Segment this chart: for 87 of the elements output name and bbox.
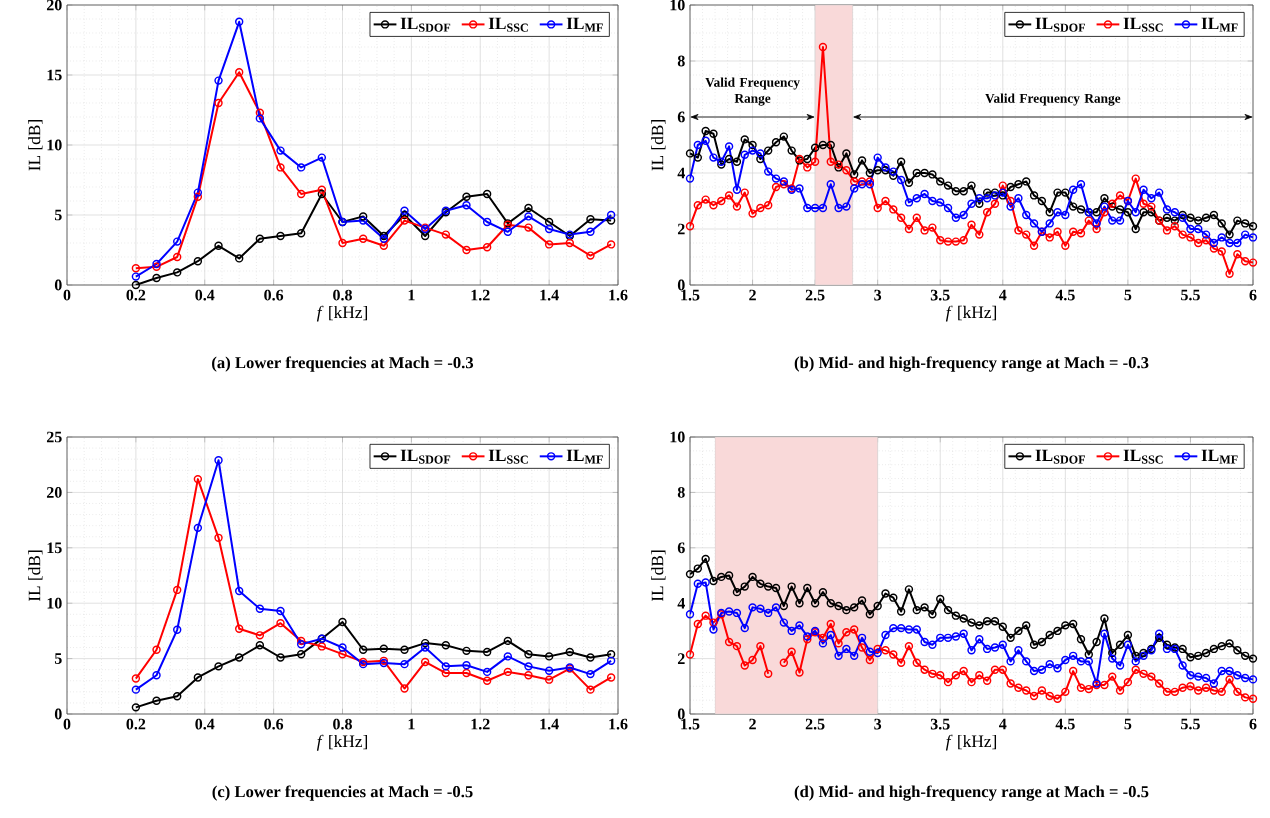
x-tick-label: 0 [63, 718, 71, 730]
y-tick-label: 4 [677, 597, 685, 609]
x-tick-label: 2.5 [805, 289, 825, 301]
x-tick-label: 1.2 [471, 289, 490, 301]
x-tick-label: 5.5 [1181, 289, 1200, 301]
text: (a) Lower frequencies at Mach = -0.3 [212, 356, 474, 372]
x-tick-label: 2 [749, 718, 756, 730]
y-tick-label: 2 [677, 653, 685, 664]
y-tick-label: 10 [47, 139, 62, 151]
legend-label: IL$_{SDOF}$ [1035, 449, 1085, 464]
x-tick-label: 4.5 [1055, 289, 1075, 301]
y-tick-label: 4 [677, 167, 685, 179]
x-tick-label: 5 [1124, 718, 1132, 730]
x-axis-title: f [kHz] [316, 734, 368, 751]
x-tick-label: 0.8 [333, 289, 352, 301]
legend-label: IL$_{MF}$ [1201, 17, 1238, 32]
x-tick-label: 0.6 [264, 718, 284, 730]
x-tick-label: 1.6 [609, 289, 628, 301]
legend-label: IL$_{SSC}$ [488, 449, 528, 464]
y-tick-label: 20 [46, 0, 62, 11]
y-tick-label: 6 [677, 111, 685, 123]
x-tick-label: 4.5 [1055, 718, 1075, 730]
text: (c) Lower frequencies at Mach = -0.5 [212, 785, 473, 801]
legend-label: IL$_{MF}$ [1201, 449, 1238, 464]
text: (d) Mid- and high-frequency range at Mach = -0.5 [794, 785, 1149, 801]
x-axis-title: f [kHz] [945, 734, 997, 751]
legend-label: IL$_{SSC}$ [1123, 17, 1163, 32]
x-tick-label: 6 [1249, 718, 1257, 730]
x-tick-label: 2 [749, 289, 756, 301]
annotation: Valid Frequency Range [985, 93, 1121, 106]
x-tick-label: 0.6 [264, 289, 284, 301]
y-tick-label: 5 [54, 653, 62, 664]
y-tick-label: 0 [677, 708, 685, 720]
x-tick-label: 0.2 [126, 718, 146, 730]
x-tick-label: 1.5 [681, 718, 700, 730]
x-tick-label: 0 [63, 289, 71, 301]
x-tick-label: 1.2 [471, 718, 490, 730]
y-axis-title: IL [dB] [28, 120, 43, 171]
x-tick-label: 4 [999, 718, 1007, 730]
x-tick-label: 3 [874, 718, 882, 730]
y-axis-title: IL [dB] [651, 120, 666, 171]
x-tick-label: 1.4 [540, 289, 559, 301]
x-tick-label: 6 [1249, 289, 1257, 301]
x-tick-label: 3.5 [930, 718, 950, 730]
legend-label: IL$_{SSC}$ [1123, 449, 1163, 464]
y-tick-label: 25 [46, 431, 62, 443]
y-tick-label: 8 [677, 487, 685, 498]
legend-label: IL$_{MF}$ [566, 449, 603, 464]
x-axis-title: f [kHz] [316, 305, 368, 322]
x-tick-label: 2.5 [805, 718, 825, 730]
x-tick-label: 1 [408, 718, 415, 730]
y-tick-label: 10 [670, 0, 685, 11]
x-tick-label: 0.4 [195, 289, 215, 301]
y-tick-label: 2 [677, 223, 685, 235]
legend-label: IL$_{SDOF}$ [400, 449, 451, 464]
x-tick-label: 1.6 [609, 718, 628, 730]
y-tick-label: 6 [677, 542, 685, 554]
x-tick-label: 5.5 [1181, 718, 1200, 730]
x-tick-label: 0.2 [126, 289, 146, 301]
y-tick-label: 10 [47, 597, 62, 609]
y-axis-title: IL [dB] [651, 550, 666, 602]
x-axis-title: f [kHz] [945, 305, 997, 322]
y-tick-label: 8 [677, 55, 685, 67]
y-tick-label: 10 [670, 431, 685, 443]
y-axis-title: IL [dB] [28, 550, 43, 602]
x-tick-label: 4 [999, 289, 1007, 301]
y-tick-label: 0 [54, 279, 62, 291]
legend-label: IL$_{SDOF}$ [1035, 17, 1085, 32]
y-tick-label: 15 [47, 542, 62, 554]
x-tick-label: 3 [874, 289, 882, 301]
text: (b) Mid- and high-frequency range at Mach = -0.3 [794, 356, 1149, 372]
x-tick-label: 1.5 [681, 289, 700, 301]
annotation: Valid Frequency Range [705, 77, 800, 106]
x-tick-label: 0.8 [333, 718, 352, 730]
x-tick-label: 1.4 [540, 718, 559, 730]
x-tick-label: 5 [1124, 289, 1132, 301]
y-tick-label: 15 [47, 69, 62, 81]
y-tick-label: 20 [46, 487, 62, 498]
x-tick-label: 1 [408, 289, 415, 301]
y-tick-label: 5 [54, 209, 62, 221]
legend-label: IL$_{SDOF}$ [400, 17, 451, 32]
legend-label: IL$_{MF}$ [566, 17, 603, 32]
y-tick-label: 0 [54, 708, 62, 720]
x-tick-label: 3.5 [930, 289, 950, 301]
x-tick-label: 0.4 [195, 718, 215, 730]
y-tick-label: 0 [677, 279, 685, 291]
legend-label: IL$_{SSC}$ [488, 17, 528, 32]
